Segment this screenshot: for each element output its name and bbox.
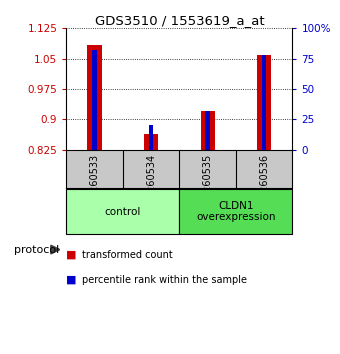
Text: GSM260536: GSM260536 (259, 154, 269, 213)
Text: GSM260534: GSM260534 (146, 154, 156, 213)
Bar (262, 55, 267, 150)
Bar (92, 50, 97, 150)
Text: ■: ■ (66, 275, 77, 285)
Text: ■: ■ (66, 250, 77, 260)
Text: GSM260535: GSM260535 (203, 154, 212, 213)
Bar (149, 125, 153, 150)
Bar (87, 45, 102, 150)
FancyBboxPatch shape (66, 189, 180, 234)
Text: transformed count: transformed count (82, 250, 172, 260)
Bar (257, 55, 271, 150)
Bar (205, 111, 210, 150)
Text: protocol: protocol (14, 245, 59, 255)
Bar (144, 133, 158, 150)
Bar (201, 111, 215, 150)
Text: GSM260533: GSM260533 (89, 154, 100, 213)
Text: CLDN1
overexpression: CLDN1 overexpression (196, 201, 276, 222)
Title: GDS3510 / 1553619_a_at: GDS3510 / 1553619_a_at (95, 14, 264, 27)
Text: percentile rank within the sample: percentile rank within the sample (82, 275, 246, 285)
Text: control: control (105, 206, 141, 217)
FancyBboxPatch shape (180, 189, 292, 234)
